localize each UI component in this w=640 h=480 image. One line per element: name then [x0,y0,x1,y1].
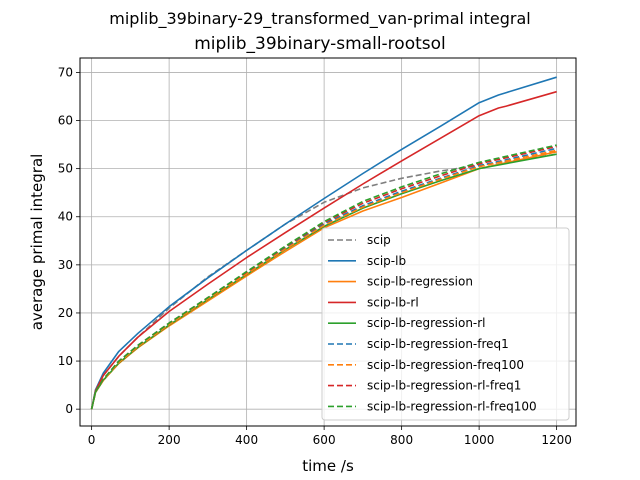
legend-label: scip-lb-rl [367,295,419,309]
x-tick-label: 1200 [541,433,572,447]
y-tick-label: 0 [65,402,73,416]
legend-label: scip [367,233,391,247]
x-tick-label: 200 [158,433,181,447]
axis-ticks: 0 200 400 600 800 1000 1200 0 10 20 30 40 50 60 70 [58,65,572,447]
y-tick-label: 40 [58,210,73,224]
y-tick-label: 30 [58,258,73,272]
x-tick-label: 600 [313,433,336,447]
x-tick-label: 1000 [464,433,495,447]
legend-label: scip-lb-regression-rl [367,316,486,330]
y-tick-label: 50 [58,162,73,176]
series-line-scip-lb-regression-rl-freq100 [90,144,557,410]
chart-subtitle: miplib_39binary-small-rootsol [194,34,446,54]
y-tick-label: 10 [58,354,73,368]
x-tick-label: 800 [390,433,413,447]
series-line-scip-lb-rl [90,90,557,410]
y-tick-label: 70 [58,65,73,79]
y-tick-label: 20 [58,306,73,320]
series-lines [90,76,557,410]
legend-box [321,227,570,421]
legend-label: scip-lb-regression-freq1 [367,337,509,351]
legend-label: scip-lb-regression-rl-freq1 [367,379,521,393]
chart-title: miplib_39binary-29_transformed_van-prima… [109,9,530,29]
legend: scip scip-lb scip-lb-regression scip-lb-rl s… [321,227,570,421]
x-axis-label: time /s [302,457,354,475]
y-tick-label: 60 [58,114,73,128]
series-line-scip-lb [90,76,557,410]
x-tick-label: 0 [88,433,96,447]
x-tick-label: 400 [235,433,258,447]
y-axis-label: average primal integral [28,154,46,331]
legend-label: scip-lb-regression-freq100 [367,358,524,372]
legend-label: scip-lb-regression [367,275,473,289]
legend-label: scip-lb-regression-rl-freq100 [367,399,537,413]
plot-frame [79,57,577,427]
legend-label: scip-lb [367,254,406,268]
